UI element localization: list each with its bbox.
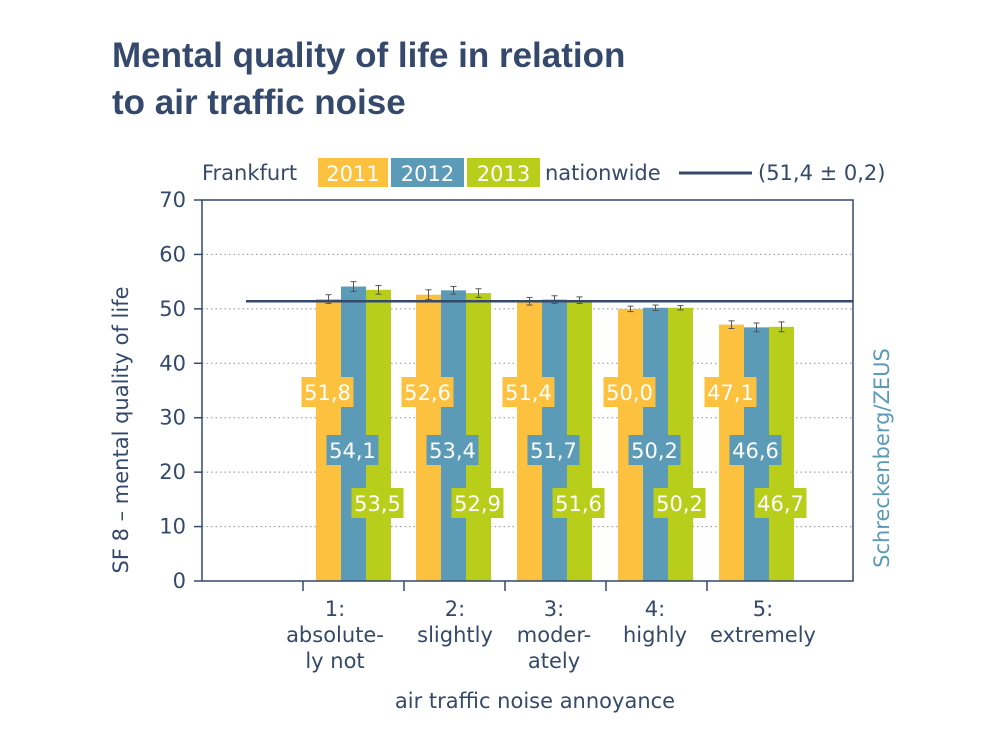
data-label-2013: 50,2 — [656, 492, 703, 516]
data-label-box-2013 — [754, 488, 807, 518]
x-category-label: slightly — [417, 623, 493, 647]
data-label-2012: 46,6 — [732, 439, 779, 463]
data-label-2011: 52,6 — [404, 381, 451, 405]
x-category-label: ly not — [305, 649, 364, 673]
x-category-label: 5: — [753, 597, 773, 621]
x-category-label: 2: — [445, 597, 465, 621]
data-label-2011: 50,0 — [606, 381, 653, 405]
data-label-box-2013 — [451, 488, 504, 518]
data-label-box-2013 — [351, 488, 404, 518]
data-label-box-2011 — [301, 377, 354, 407]
legend-swatch-2012 — [391, 158, 464, 187]
y-tick-label: 60 — [159, 242, 186, 266]
chart-title-line-2: to air traffic noise — [112, 83, 406, 122]
data-label-2011: 47,1 — [707, 381, 754, 405]
data-label-box-2012 — [326, 435, 379, 465]
data-label-box-2011 — [603, 377, 656, 407]
data-label-2013: 52,9 — [454, 492, 501, 516]
plot-frame — [201, 199, 854, 582]
data-label-box-2013 — [653, 488, 706, 518]
data-label-box-2011 — [502, 377, 555, 407]
data-label-2012: 54,1 — [329, 439, 376, 463]
data-label-2011: 51,4 — [505, 381, 552, 405]
legend-label-2013: 2013 — [477, 162, 530, 186]
x-category-label: 3: — [544, 597, 564, 621]
legend-reference-value: (51,4 ± 0,2) — [758, 161, 886, 185]
data-label-box-2012 — [729, 435, 782, 465]
x-axis-title: air traffic noise annoyance — [395, 689, 675, 713]
x-category-label: absolute- — [286, 623, 384, 647]
data-label-2013: 51,6 — [555, 492, 602, 516]
data-label-box-2012 — [527, 435, 580, 465]
data-label-box-2013 — [552, 488, 605, 518]
legend-nationwide-label: nationwide — [545, 161, 661, 185]
legend-label-2012: 2012 — [401, 162, 454, 186]
x-category-label: 4: — [645, 597, 665, 621]
y-tick-label: 20 — [159, 460, 186, 484]
data-label-box-2011 — [401, 377, 454, 407]
data-label-2013: 53,5 — [354, 492, 401, 516]
legend-frankfurt-label: Frankfurt — [202, 161, 297, 185]
y-tick-label: 70 — [159, 188, 186, 212]
x-category-label: 1: — [325, 597, 345, 621]
y-tick-label: 40 — [159, 351, 186, 375]
y-tick-label: 50 — [159, 297, 186, 321]
legend-swatch-2011 — [318, 158, 388, 187]
data-label-2012: 51,7 — [530, 439, 577, 463]
data-label-2011: 51,8 — [304, 381, 351, 405]
x-category-label: ately — [528, 649, 580, 673]
x-category-label: highly — [623, 623, 687, 647]
legend-label-2011: 2011 — [326, 162, 379, 186]
data-label-2013: 46,7 — [757, 492, 804, 516]
y-tick-label: 10 — [159, 515, 186, 539]
bar-2012 — [341, 286, 366, 581]
y-tick-label: 30 — [159, 406, 186, 430]
data-label-box-2012 — [628, 435, 681, 465]
data-label-2012: 53,4 — [429, 439, 476, 463]
x-category-label: moder- — [517, 623, 591, 647]
legend-swatch-2013 — [467, 158, 540, 187]
chart-title-line-1: Mental quality of life in relation — [112, 36, 626, 75]
data-label-box-2012 — [426, 435, 479, 465]
y-axis-title: SF 8 – mental quality of life — [109, 286, 133, 573]
data-label-2012: 50,2 — [631, 439, 678, 463]
y-tick-label: 0 — [173, 569, 186, 593]
source-credit: Schreckenberg/ZEUS — [870, 348, 894, 568]
x-category-label: extremely — [710, 623, 816, 647]
data-label-box-2011 — [704, 377, 757, 407]
